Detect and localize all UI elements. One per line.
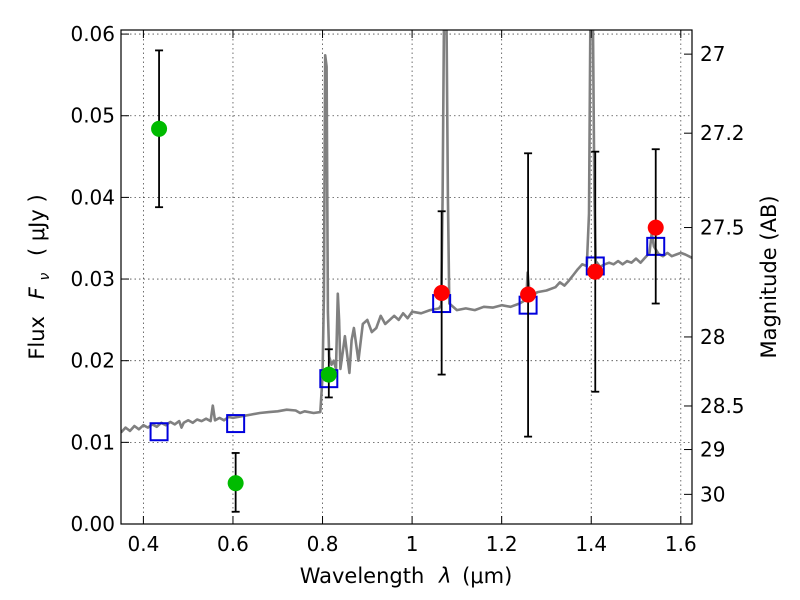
x-tick-label: 1 [406, 532, 419, 556]
magnitude-tick-label: 27 [700, 42, 725, 66]
observed-flux-point-green [151, 120, 168, 137]
observed-flux-point-red [647, 219, 664, 236]
magnitude-tick-label: 28 [700, 325, 725, 349]
observed-flux-point-red [587, 263, 604, 280]
y-tick-label: 0.02 [70, 349, 115, 373]
y-tick-label: 0.00 [70, 512, 115, 536]
x-tick-label: 1.4 [575, 532, 607, 556]
observed-flux-point-red [520, 286, 537, 303]
magnitude-tick-label: 27.5 [700, 216, 745, 240]
x-tick-label: 0.4 [127, 532, 159, 556]
plot-frame [120, 29, 693, 525]
x-tick-label: 0.6 [217, 532, 249, 556]
observed-flux-point-green [320, 366, 337, 383]
y-axis-label: Flux F ν ( μJy ) [25, 194, 54, 359]
magnitude-tick-label: 27.2 [700, 121, 745, 145]
magnitude-tick-label: 30 [700, 482, 725, 506]
magnitude-tick-label: 28.5 [700, 394, 745, 418]
y-tick-label: 0.04 [70, 185, 115, 209]
data-markers-layer [149, 49, 666, 513]
x-tick-label: 1.2 [486, 532, 518, 556]
axis-ticks: 0.4 0.6 0.8 1 1.2 1.4 1.6 0.00 0.01 0.02 0.03 0.04 0… [70, 22, 744, 556]
observed-flux-point-red [433, 284, 450, 301]
x-tick-label: 1.6 [665, 532, 697, 556]
magnitude-axis-label: Magnitude (AB) [757, 195, 781, 358]
model-photometry-square [226, 414, 246, 434]
magnitude-tick-label: 29 [700, 438, 725, 462]
y-tick-label: 0.05 [70, 104, 115, 128]
model-spectrum-line [121, 30, 692, 434]
y-tick-label: 0.01 [70, 430, 115, 454]
x-tick-label: 0.8 [307, 532, 339, 556]
model-photometry-square [149, 422, 169, 442]
y-tick-label: 0.03 [70, 267, 115, 291]
model-spectrum-layer [121, 30, 692, 434]
y-tick-label: 0.06 [70, 22, 115, 46]
grid-lines [121, 30, 692, 525]
x-axis-label: Wavelength λ (μm) [300, 564, 513, 588]
observed-flux-point-green [227, 475, 244, 492]
